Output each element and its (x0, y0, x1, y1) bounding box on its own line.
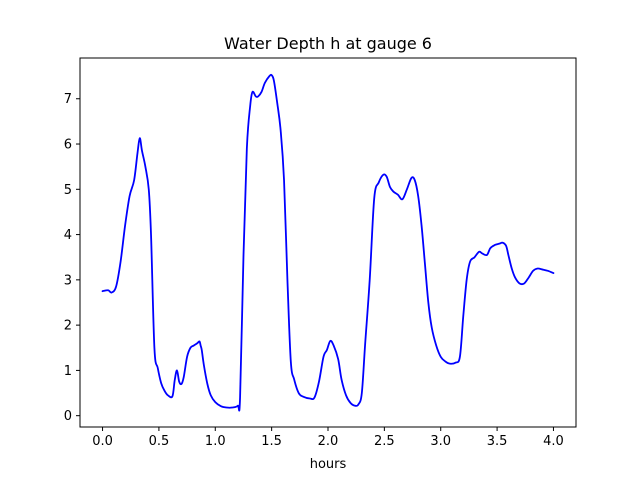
x-tick-label: 2.0 (318, 434, 339, 449)
x-tick-label: 3.5 (487, 434, 508, 449)
y-tick-label: 0 (64, 409, 72, 424)
y-tick-label: 6 (64, 138, 72, 153)
chart-title: Water Depth h at gauge 6 (224, 34, 432, 53)
x-tick-label: 1.5 (261, 434, 282, 449)
x-tick-label: 1.0 (205, 434, 226, 449)
x-tick-label: 0.0 (92, 434, 113, 449)
y-tick-label: 2 (64, 319, 72, 334)
x-axis-title: hours (310, 457, 347, 472)
x-tick-label: 3.0 (430, 434, 451, 449)
plot-area: 0.0 0.5 1.0 1.5 2.0 2.5 3.0 3.5 4.0 0 1 2 3 4 5 6 7 (64, 57, 577, 449)
y-tick-label: 5 (64, 183, 72, 198)
series-line-0 (101, 73, 555, 412)
y-tick-label: 7 (64, 92, 72, 107)
y-tick-label: 4 (64, 228, 72, 243)
x-tick-label: 0.5 (149, 434, 170, 449)
y-tick-label: 3 (64, 273, 72, 288)
y-tick-label: 1 (64, 364, 72, 379)
x-tick-label: 2.5 (374, 434, 395, 449)
x-tick-label: 4.0 (543, 434, 564, 449)
